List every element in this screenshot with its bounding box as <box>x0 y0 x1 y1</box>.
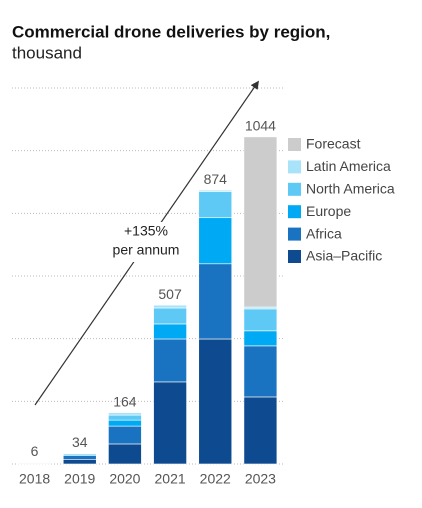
bar-segment <box>153 304 187 309</box>
legend-label: Forecast <box>306 136 361 152</box>
legend-label: Asia–Pacific <box>306 248 382 264</box>
bar-segment <box>153 338 187 383</box>
legend-label: North America <box>306 181 395 197</box>
bar-segment <box>198 263 233 340</box>
x-tick-label: 2019 <box>64 471 95 487</box>
bar-segment <box>198 189 233 193</box>
total-label: 507 <box>158 286 182 302</box>
annotation-bg <box>98 222 190 262</box>
x-tick-label: 2023 <box>245 471 276 487</box>
legend-swatch <box>288 227 301 241</box>
bar-segment <box>153 323 187 340</box>
x-tick-label: 2020 <box>109 471 140 487</box>
total-label: 164 <box>113 393 137 409</box>
bar-segment <box>153 307 187 325</box>
x-tick-label: 2018 <box>19 471 50 487</box>
legend-swatch <box>288 160 301 174</box>
bar-segment <box>108 443 142 465</box>
bar-segment <box>243 345 278 398</box>
bar-segment <box>243 396 278 465</box>
legend-swatch <box>288 182 301 196</box>
bar-segment <box>108 419 142 427</box>
bar-segment <box>243 308 278 332</box>
x-tick-label: 2022 <box>200 471 231 487</box>
bar-segment <box>198 217 233 265</box>
total-label: 34 <box>72 434 88 450</box>
bar-segment <box>243 136 278 308</box>
bar-segment <box>62 455 97 460</box>
bar-segment <box>243 330 278 347</box>
legend-swatch <box>288 250 301 263</box>
total-label: 874 <box>204 171 228 187</box>
bar-segment <box>62 458 97 465</box>
chart-subtitle: thousand <box>12 43 82 62</box>
legend-label: Latin America <box>306 158 391 174</box>
legend-label: Europe <box>306 203 351 219</box>
legend-swatch <box>288 205 301 219</box>
bar-segment <box>198 338 233 465</box>
total-label: 1044 <box>245 118 276 134</box>
annotation: per annum <box>113 242 180 258</box>
total-label: 6 <box>31 443 39 459</box>
bar-segment <box>108 425 142 445</box>
bar-segment <box>108 412 142 416</box>
bar-segment <box>153 381 187 465</box>
bar-segment <box>108 414 142 421</box>
legend-swatch <box>288 138 301 151</box>
annotation: +135% <box>124 223 168 239</box>
bar-segment <box>198 191 233 219</box>
legend-label: Africa <box>306 225 342 241</box>
x-tick-label: 2021 <box>155 471 186 487</box>
chart-title: Commercial drone deliveries by region, <box>12 22 330 41</box>
